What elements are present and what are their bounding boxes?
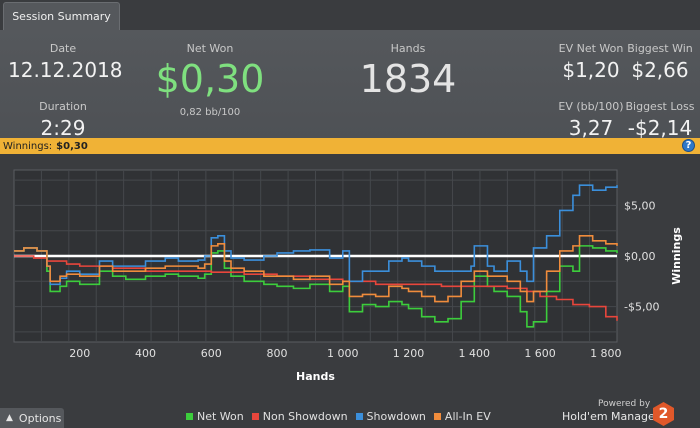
x-axis-label: Hands: [296, 370, 335, 383]
legend-swatch: [355, 413, 363, 420]
net-won-value: $0,30: [155, 57, 265, 101]
x-tick-label: 1 400: [459, 347, 491, 360]
ev-bb100-stat: EV (bb/100) 3,27: [556, 100, 626, 140]
series-line-all-in-ev: [14, 234, 618, 303]
hands-label: Hands: [390, 42, 426, 55]
legend-swatch: [433, 413, 441, 420]
biggest-loss-stat: Biggest Loss -$2,14: [624, 100, 696, 140]
powered-by-label: Powered by: [598, 399, 651, 409]
options-button[interactable]: ▲ Options: [0, 408, 64, 428]
series-line-non-showdown: [14, 255, 618, 321]
help-icon[interactable]: ?: [682, 139, 695, 152]
legend-label: All-In EV: [444, 410, 491, 423]
net-won-label: Net Won: [186, 42, 234, 55]
series-line-showdown: [14, 184, 618, 286]
legend-swatch: [186, 413, 193, 420]
chart-legend: Net Won Non Showdown Showdown All-In EV: [186, 410, 499, 423]
duration-stat: Duration 2:29: [8, 100, 118, 140]
legend-label: Non Showdown: [262, 410, 348, 423]
x-tick-label: 800: [267, 347, 288, 360]
x-tick-label: 600: [201, 347, 222, 360]
y-tick-label: $5,00: [624, 199, 656, 212]
date-stat: Date 12.12.2018: [8, 42, 123, 82]
biggest-win-label: Biggest Win: [627, 42, 693, 55]
biggest-win-stat: Biggest Win $2,66: [624, 42, 696, 82]
ev-net-won-stat: EV Net Won $1,20: [556, 42, 626, 82]
date-label: Date: [49, 42, 77, 55]
series-line-net-won: [14, 245, 618, 328]
x-tick-label: 1 000: [327, 347, 359, 360]
options-label: Options: [18, 411, 62, 425]
ev-net-won-label: EV Net Won: [558, 42, 624, 55]
legend-label: Showdown: [366, 410, 426, 423]
duration-value: 2:29: [40, 116, 86, 140]
ev-bb100-label: EV (bb/100): [558, 100, 624, 113]
winnings-bar: Winnings: $0,30 ?: [0, 138, 700, 154]
winnings-label: Winnings:: [3, 140, 53, 152]
winnings-chart-area: 200 400 600 800 1 000 1 200 1 400 1 600 1 800 $5,…: [0, 154, 700, 428]
date-value: 12.12.2018: [8, 58, 123, 82]
biggest-win-value: $2,66: [631, 58, 689, 82]
y-axis-label: Winnings: [670, 227, 683, 285]
winnings-value: $0,30: [56, 140, 88, 152]
legend-item-showdown[interactable]: Showdown: [355, 410, 426, 423]
chevron-up-icon: ▲: [6, 413, 13, 423]
y-tick-label: -$5,00: [624, 301, 659, 314]
biggest-loss-label: Biggest Loss: [625, 100, 695, 113]
legend-label: Net Won: [197, 410, 244, 423]
net-won-stat: Net Won $0,30 0,82 bb/100: [140, 42, 280, 118]
ev-bb100-value: 3,27: [568, 116, 614, 140]
x-tick-label: 1 200: [393, 347, 425, 360]
product-name: Hold'em Manager: [562, 410, 660, 423]
x-tick-label: 1 800: [590, 347, 622, 360]
x-tick-label: 1 600: [524, 347, 556, 360]
tab-session-summary[interactable]: Session Summary: [3, 2, 120, 30]
hm2-logo-icon: 2: [653, 402, 674, 426]
hands-stat: Hands 1834: [338, 42, 478, 101]
ev-net-won-value: $1,20: [562, 58, 620, 82]
hands-value: 1834: [359, 57, 457, 101]
biggest-loss-value: -$2,14: [627, 116, 693, 140]
tab-bar: Session Summary: [0, 0, 700, 30]
y-tick-label: $0,00: [624, 250, 656, 263]
x-tick-label: 200: [69, 347, 90, 360]
legend-item-non-showdown[interactable]: Non Showdown: [251, 410, 348, 423]
legend-item-all-in-ev[interactable]: All-In EV: [433, 410, 491, 423]
x-tick-label: 400: [135, 347, 156, 360]
powered-by-branding: Powered by Hold'em Manager: [562, 399, 672, 427]
legend-item-net-won[interactable]: Net Won: [186, 410, 244, 423]
duration-label: Duration: [39, 100, 87, 113]
legend-swatch: [251, 413, 259, 420]
winnings-chart: 200 400 600 800 1 000 1 200 1 400 1 600 1 800 $5,…: [13, 169, 683, 383]
session-summary-panel: Date 12.12.2018 Duration 2:29 Net Won $0…: [0, 30, 700, 140]
bb100-value: 0,82 bb/100: [179, 107, 241, 118]
